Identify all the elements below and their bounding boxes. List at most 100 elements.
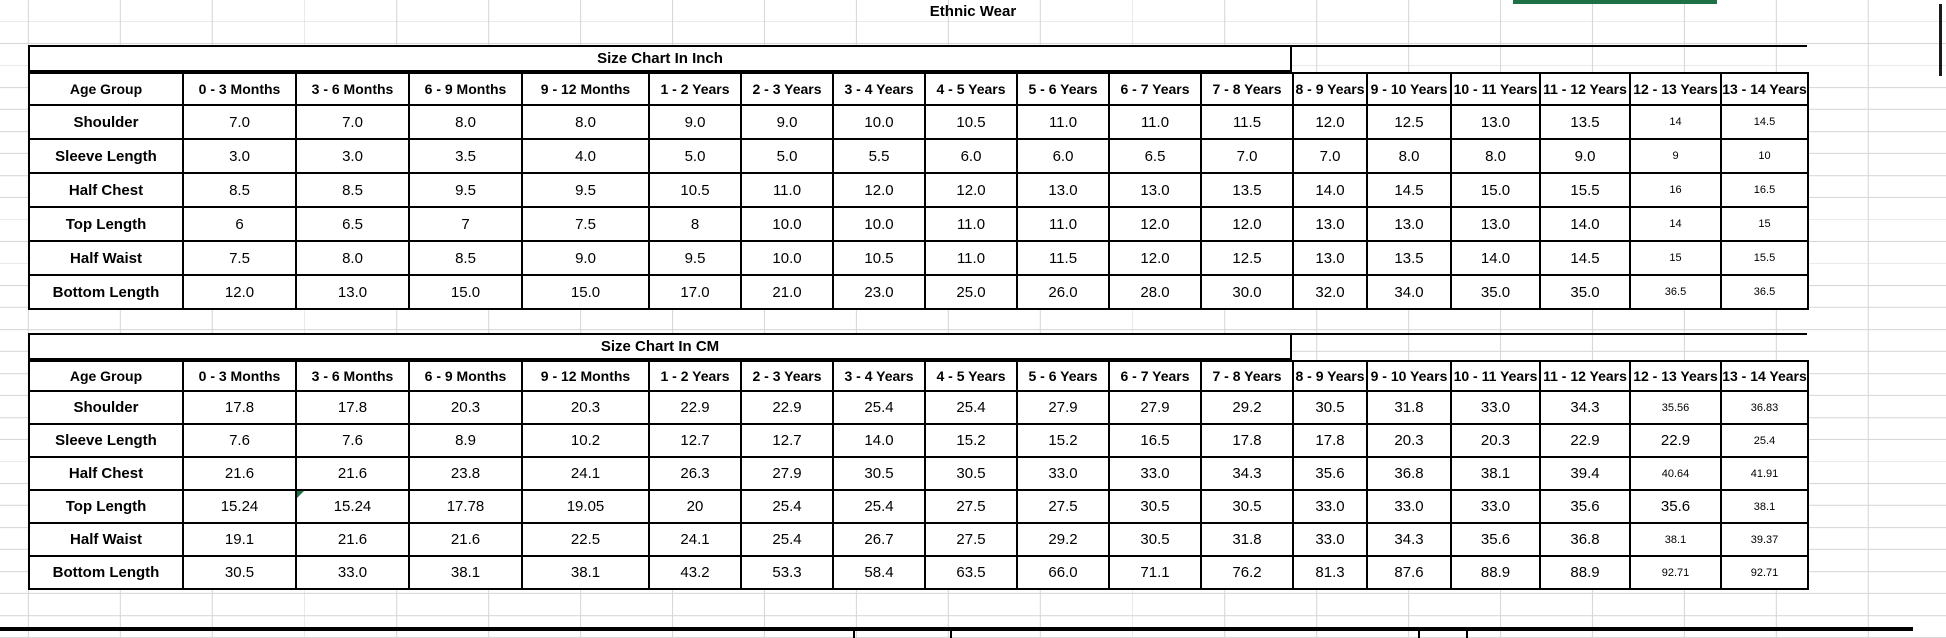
value-cell[interactable]: 8.9 <box>408 423 523 458</box>
value-cell[interactable]: 7.0 <box>295 104 410 140</box>
value-cell[interactable]: 14 <box>1629 104 1722 140</box>
value-cell[interactable]: 36.8 <box>1539 522 1631 557</box>
column-header-cell[interactable]: 12 - 13 Years <box>1629 360 1722 392</box>
value-cell[interactable]: 11.0 <box>1016 206 1110 242</box>
value-cell[interactable]: 7 <box>408 206 523 242</box>
inch-table-title[interactable]: Size Chart In Inch <box>28 45 1292 72</box>
value-cell[interactable]: 15 <box>1629 240 1722 276</box>
column-header-cell[interactable]: 6 - 9 Months <box>408 360 523 392</box>
value-cell[interactable]: 10.5 <box>832 240 926 276</box>
value-cell[interactable]: 14.5 <box>1720 104 1809 140</box>
row-label-cell[interactable]: Half Chest <box>28 456 184 491</box>
value-cell[interactable]: 6 <box>182 206 297 242</box>
column-header-cell[interactable]: 10 - 11 Years <box>1450 360 1541 392</box>
value-cell[interactable]: 22.9 <box>1539 423 1631 458</box>
value-cell[interactable]: 34.3 <box>1366 522 1452 557</box>
value-cell[interactable]: 20.3 <box>1450 423 1541 458</box>
value-cell[interactable]: 7.0 <box>1200 138 1294 174</box>
row-label-cell[interactable]: Sleeve Length <box>28 138 184 174</box>
value-cell[interactable]: 15.24 <box>182 489 297 524</box>
value-cell[interactable]: 26.3 <box>648 456 742 491</box>
value-cell[interactable]: 11.0 <box>1108 104 1202 140</box>
value-cell[interactable]: 17.0 <box>648 274 742 310</box>
value-cell[interactable]: 13.0 <box>1016 172 1110 208</box>
value-cell[interactable]: 24.1 <box>521 456 650 491</box>
value-cell[interactable]: 8.0 <box>408 104 523 140</box>
value-cell[interactable]: 22.9 <box>740 390 834 425</box>
column-header-cell[interactable]: 9 - 12 Months <box>521 72 650 106</box>
value-cell[interactable]: 14.0 <box>1450 240 1541 276</box>
age-group-header-cell[interactable]: Age Group <box>28 72 184 106</box>
value-cell[interactable]: 38.1 <box>521 555 650 590</box>
column-header-cell[interactable]: 1 - 2 Years <box>648 72 742 106</box>
value-cell[interactable]: 35.6 <box>1450 522 1541 557</box>
value-cell[interactable]: 8.0 <box>1450 138 1541 174</box>
value-cell[interactable]: 33.0 <box>1292 489 1368 524</box>
column-header-cell[interactable]: 0 - 3 Months <box>182 72 297 106</box>
value-cell[interactable]: 71.1 <box>1108 555 1202 590</box>
value-cell[interactable]: 14.0 <box>832 423 926 458</box>
value-cell[interactable]: 25.4 <box>1720 423 1809 458</box>
value-cell[interactable]: 14.5 <box>1539 240 1631 276</box>
value-cell[interactable]: 30.5 <box>1292 390 1368 425</box>
value-cell[interactable]: 23.8 <box>408 456 523 491</box>
value-cell[interactable]: 12.0 <box>832 172 926 208</box>
value-cell[interactable]: 34.3 <box>1539 390 1631 425</box>
value-cell[interactable]: 6.0 <box>1016 138 1110 174</box>
value-cell[interactable]: 15.0 <box>1450 172 1541 208</box>
value-cell[interactable]: 43.2 <box>648 555 742 590</box>
row-label-cell[interactable]: Bottom Length <box>28 274 184 310</box>
value-cell[interactable]: 12.0 <box>924 172 1018 208</box>
value-cell[interactable]: 36.83 <box>1720 390 1809 425</box>
value-cell[interactable]: 21.6 <box>182 456 297 491</box>
value-cell[interactable]: 15.0 <box>521 274 650 310</box>
value-cell[interactable]: 38.1 <box>1720 489 1809 524</box>
value-cell[interactable]: 8.0 <box>521 104 650 140</box>
value-cell[interactable]: 5.0 <box>740 138 834 174</box>
value-cell[interactable]: 23.0 <box>832 274 926 310</box>
value-cell[interactable]: 13.0 <box>1450 104 1541 140</box>
column-header-cell[interactable]: 3 - 4 Years <box>832 72 926 106</box>
value-cell[interactable]: 30.0 <box>1200 274 1294 310</box>
value-cell[interactable]: 41.91 <box>1720 456 1809 491</box>
value-cell[interactable]: 8.0 <box>1366 138 1452 174</box>
value-cell[interactable]: 13.0 <box>1366 206 1452 242</box>
column-header-cell[interactable]: 12 - 13 Years <box>1629 72 1722 106</box>
column-header-cell[interactable]: 5 - 6 Years <box>1016 360 1110 392</box>
row-label-cell[interactable]: Shoulder <box>28 390 184 425</box>
value-cell[interactable]: 11.0 <box>1016 104 1110 140</box>
column-header-cell[interactable]: 4 - 5 Years <box>924 72 1018 106</box>
value-cell[interactable]: 25.0 <box>924 274 1018 310</box>
column-header-cell[interactable]: 5 - 6 Years <box>1016 72 1110 106</box>
value-cell[interactable]: 13.0 <box>295 274 410 310</box>
value-cell[interactable]: 27.9 <box>740 456 834 491</box>
value-cell[interactable]: 11.5 <box>1200 104 1294 140</box>
value-cell[interactable]: 33.0 <box>1450 489 1541 524</box>
value-cell[interactable]: 35.6 <box>1539 489 1631 524</box>
value-cell[interactable]: 35.0 <box>1539 274 1631 310</box>
column-header-cell[interactable]: 7 - 8 Years <box>1200 72 1294 106</box>
value-cell[interactable]: 35.6 <box>1629 489 1722 524</box>
value-cell[interactable]: 38.1 <box>1450 456 1541 491</box>
column-header-cell[interactable]: 2 - 3 Years <box>740 360 834 392</box>
value-cell[interactable]: 30.5 <box>832 456 926 491</box>
value-cell[interactable]: 11.5 <box>1016 240 1110 276</box>
value-cell[interactable]: 17.78 <box>408 489 523 524</box>
value-cell[interactable]: 8.5 <box>408 240 523 276</box>
value-cell[interactable]: 33.0 <box>295 555 410 590</box>
column-header-cell[interactable]: 4 - 5 Years <box>924 360 1018 392</box>
row-label-cell[interactable]: Shoulder <box>28 104 184 140</box>
value-cell[interactable]: 15.24 <box>295 489 410 524</box>
value-cell[interactable]: 13.0 <box>1292 240 1368 276</box>
value-cell[interactable]: 17.8 <box>1292 423 1368 458</box>
value-cell[interactable]: 14.0 <box>1292 172 1368 208</box>
value-cell[interactable]: 39.4 <box>1539 456 1631 491</box>
value-cell[interactable]: 21.6 <box>295 456 410 491</box>
value-cell[interactable]: 20 <box>648 489 742 524</box>
value-cell[interactable]: 12.0 <box>1108 206 1202 242</box>
column-header-cell[interactable]: 6 - 7 Years <box>1108 360 1202 392</box>
value-cell[interactable]: 36.5 <box>1720 274 1809 310</box>
value-cell[interactable]: 6.0 <box>924 138 1018 174</box>
value-cell[interactable]: 31.8 <box>1366 390 1452 425</box>
value-cell[interactable]: 13.0 <box>1450 206 1541 242</box>
